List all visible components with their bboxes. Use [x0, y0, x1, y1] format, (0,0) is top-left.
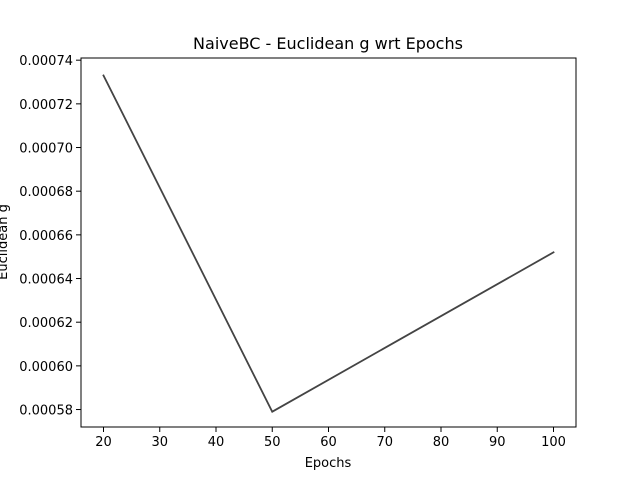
y-tick-label: 0.00066 — [19, 229, 73, 244]
y-tick-label: 0.00074 — [19, 54, 73, 69]
y-tick-label: 0.00064 — [19, 273, 73, 288]
y-tick-label: 0.00070 — [19, 142, 73, 157]
x-tick-label: 50 — [264, 435, 281, 450]
y-tick-label: 0.00062 — [19, 316, 73, 331]
x-tick-label: 30 — [151, 435, 168, 450]
x-tick-label: 80 — [433, 435, 450, 450]
x-tick-label: 90 — [489, 435, 506, 450]
chart-title: NaiveBC - Euclidean g wrt Epochs — [193, 34, 463, 53]
plot-frame — [80, 57, 577, 428]
series-line — [102, 74, 555, 413]
x-axis-label: Epochs — [305, 456, 352, 471]
y-axis-label: Euclidean g — [0, 204, 11, 280]
x-tick-label: 20 — [95, 435, 112, 450]
y-tick-label: 0.00060 — [19, 360, 73, 375]
y-axis: 0.00058 0.00060 0.00062 0.00064 0.00066 0.000… — [19, 54, 81, 419]
series-layer — [102, 74, 555, 413]
plot-area — [80, 57, 577, 428]
y-tick-label: 0.00058 — [19, 404, 73, 419]
x-tick-label: 70 — [376, 435, 393, 450]
x-tick-label: 40 — [208, 435, 225, 450]
y-tick-label: 0.00072 — [19, 98, 73, 113]
y-tick-label: 0.00068 — [19, 185, 73, 200]
x-axis: 20 30 40 50 60 70 80 90 100 — [95, 427, 566, 450]
x-tick-label: 100 — [541, 435, 566, 450]
x-tick-label: 60 — [320, 435, 337, 450]
